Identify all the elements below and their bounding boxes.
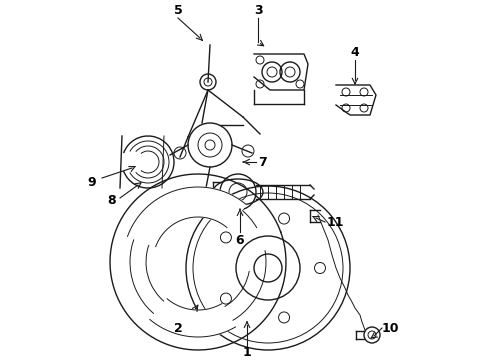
Text: 1: 1	[243, 346, 251, 359]
Polygon shape	[127, 187, 246, 247]
Text: 4: 4	[351, 45, 359, 58]
Text: 7: 7	[258, 156, 267, 168]
Text: 10: 10	[381, 321, 399, 334]
Text: 11: 11	[326, 216, 344, 229]
Text: 6: 6	[236, 234, 245, 247]
Polygon shape	[150, 299, 236, 337]
Polygon shape	[254, 54, 308, 90]
Text: 8: 8	[108, 194, 116, 207]
Text: 3: 3	[254, 4, 262, 17]
Polygon shape	[336, 85, 376, 115]
Text: 2: 2	[173, 321, 182, 334]
Text: 5: 5	[173, 4, 182, 17]
Text: 9: 9	[88, 175, 97, 189]
